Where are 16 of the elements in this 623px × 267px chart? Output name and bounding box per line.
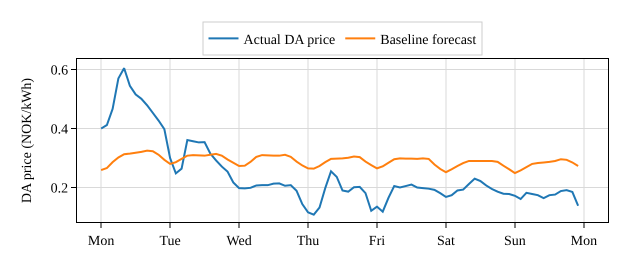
y-tick-label: 0.6 — [50, 64, 68, 79]
x-tick-label: Sat — [436, 234, 455, 249]
line-series — [100, 150, 580, 174]
y-tick-label: 0.4 — [50, 122, 68, 138]
legend-label: Actual DA price — [244, 32, 336, 48]
line-series — [100, 67, 580, 216]
y-tick-label: 0.2 — [50, 181, 68, 196]
x-tick-label: Mon — [570, 234, 598, 249]
legend-label: Baseline forecast — [380, 32, 476, 48]
y-axis-title: DA price (NOK/kWh) — [20, 78, 36, 204]
x-tick-label: Tue — [159, 234, 181, 249]
x-tick-label: Mon — [88, 234, 114, 249]
x-tick-label: Wed — [226, 234, 252, 249]
x-tick-label: Thu — [296, 234, 320, 249]
x-tick-label: Sun — [504, 234, 526, 249]
x-tick-label: Fri — [368, 234, 386, 249]
